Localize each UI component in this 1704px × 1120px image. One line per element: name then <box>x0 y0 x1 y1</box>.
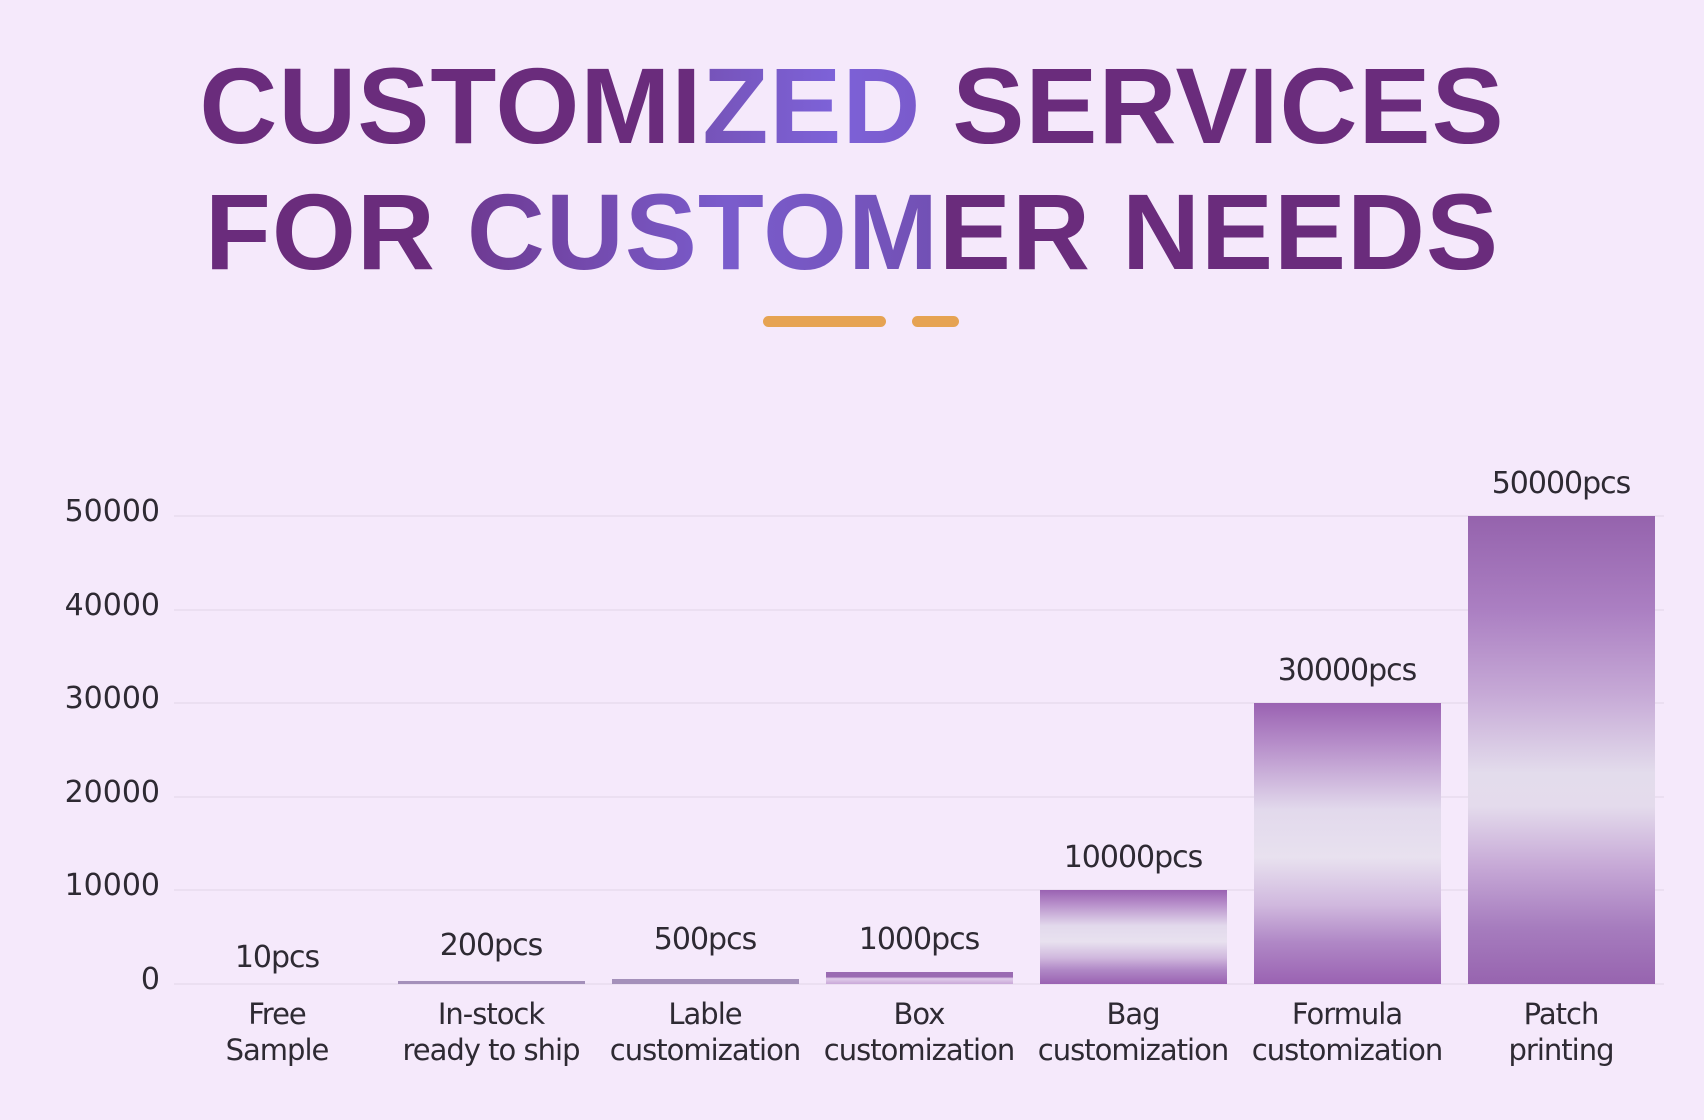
title-text-e: CUSTOM <box>466 171 939 292</box>
x-axis-category-label: Box customization <box>809 996 1029 1068</box>
y-axis-tick-label: 50000 <box>64 494 160 529</box>
bar <box>184 981 371 984</box>
x-axis-category-label: Patch printing <box>1451 996 1671 1068</box>
x-axis-category-label: Bag customization <box>1023 996 1243 1068</box>
page-title-line-1: CUSTOMIZED SERVICES <box>0 52 1704 160</box>
x-axis-label-line: In-stock <box>437 997 545 1031</box>
x-axis-label-line: Box <box>893 997 946 1031</box>
gridline <box>174 889 1664 892</box>
x-axis-label-line: Formula <box>1291 997 1403 1031</box>
bar <box>398 981 585 984</box>
x-axis-category-label: Lable customization <box>595 996 815 1068</box>
gridline <box>174 515 1664 517</box>
x-axis-label-line: Free <box>248 997 307 1031</box>
bar <box>1468 516 1655 984</box>
page-title-line-2: FOR CUSTOMER NEEDS <box>0 178 1704 286</box>
title-text-f: ER NEEDS <box>938 171 1500 292</box>
y-axis-tick-label: 40000 <box>64 587 160 623</box>
y-axis-tick-label: 10000 <box>64 868 160 904</box>
bar <box>612 979 799 984</box>
bar <box>1040 890 1227 984</box>
bar <box>826 972 1013 984</box>
bar-value-label: 50000pcs <box>1491 466 1632 501</box>
gridline <box>174 702 1664 705</box>
bar-value-label: 200pcs <box>439 928 543 963</box>
bar-value-label: 1000pcs <box>858 922 981 957</box>
bar-value-label: 10pcs <box>234 940 320 975</box>
bar-value-label: 10000pcs <box>1063 840 1204 876</box>
y-axis-tick-label: 0 <box>140 962 160 997</box>
x-axis-label-line: customization <box>1251 1033 1443 1067</box>
bar-value-label: 30000pcs <box>1277 653 1418 689</box>
x-axis-label-line: ready to ship <box>402 1033 581 1067</box>
y-axis-tick-label: 30000 <box>64 681 160 717</box>
gridline <box>174 983 1664 985</box>
x-axis-label-line: printing <box>1508 1033 1615 1067</box>
bar-value-label: 500pcs <box>653 922 757 957</box>
x-axis-category-label: In-stock ready to ship <box>381 996 601 1068</box>
x-axis-category-label: Formula customization <box>1237 996 1457 1068</box>
accent-dash-short <box>912 316 959 327</box>
gridline <box>174 795 1664 798</box>
gridline <box>174 608 1664 611</box>
x-axis-label-line: customization <box>609 1033 801 1067</box>
x-axis-label-line: customization <box>1037 1033 1229 1067</box>
x-axis-label-line: Patch <box>1523 997 1600 1031</box>
title-text-a: CUSTOMI <box>199 45 703 166</box>
y-axis-tick-label: 20000 <box>64 774 160 810</box>
title-text-c: SERVICES <box>921 45 1505 166</box>
title-text-b: ZED <box>702 45 922 166</box>
x-axis-label-line: Lable <box>668 997 742 1031</box>
x-axis-label-line: Sample <box>225 1033 330 1067</box>
x-axis-label-line: customization <box>823 1033 1015 1067</box>
x-axis-label-line: Bag <box>1106 997 1160 1031</box>
bar <box>1254 703 1441 984</box>
accent-dash-long <box>763 316 886 327</box>
x-axis-category-label: Free Sample <box>167 996 387 1068</box>
title-text-d: FOR <box>204 171 467 292</box>
